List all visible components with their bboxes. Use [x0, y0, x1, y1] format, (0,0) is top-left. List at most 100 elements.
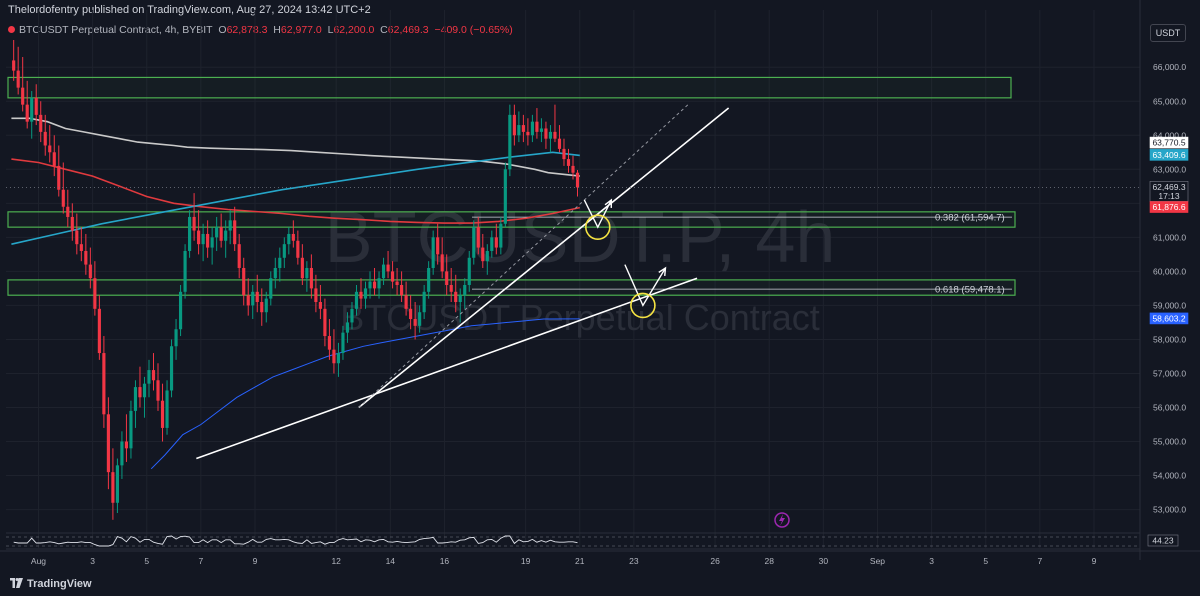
candle-body: [97, 308, 101, 354]
x-tick-label: Sep: [870, 556, 885, 566]
candle-body: [526, 131, 530, 136]
y-tick-label: 53,000.0: [1153, 505, 1186, 515]
candle-body: [381, 264, 386, 279]
candle-body: [440, 254, 444, 272]
projection-arrowhead: [658, 266, 667, 277]
x-tick-label: 14: [386, 556, 396, 566]
candle-body: [418, 312, 422, 326]
candle-body: [427, 267, 431, 292]
support-resistance-zones: [7, 76, 1016, 296]
candle-body: [57, 165, 61, 190]
candle-body: [422, 291, 426, 313]
moving-averages: [11, 117, 580, 470]
candle-body: [562, 148, 566, 160]
price-tag-bg: [1149, 201, 1189, 213]
candle-body: [197, 230, 201, 245]
candle-body: [345, 322, 350, 333]
candle-body: [521, 125, 525, 132]
x-tick-label: 16: [440, 556, 450, 566]
y-tick-label: 54,000.0: [1153, 471, 1186, 481]
y-tick-label: 63,000.0: [1153, 164, 1186, 174]
candle-body: [323, 308, 327, 337]
candle-body: [115, 465, 119, 503]
chart-grid: [6, 10, 1140, 548]
candle-body: [278, 257, 282, 268]
candle-body: [553, 131, 557, 139]
oscillator-value-tag: [1147, 534, 1179, 547]
change-value: −409.0 (−0.65%): [434, 24, 513, 36]
candle-body: [318, 302, 322, 309]
oscillator-value: 44.23: [1152, 536, 1174, 546]
oscillator-pane: 44.23: [6, 532, 1179, 550]
tradingview-brand[interactable]: TradingView: [10, 578, 92, 590]
candle-body: [70, 216, 74, 231]
x-tick-label: 3: [929, 556, 934, 566]
lightning-icon[interactable]: [774, 512, 790, 528]
candle-body: [251, 291, 255, 306]
price-axis[interactable]: 66,000.065,000.064,000.063,000.062,000.0…: [1139, 0, 1186, 560]
price-tag-bg: [1149, 312, 1189, 325]
candle-body: [305, 267, 309, 279]
y-tick-label: 59,000.0: [1153, 300, 1186, 310]
candle-body: [228, 220, 232, 231]
candle-body: [183, 250, 187, 292]
candle-body: [269, 278, 273, 299]
y-tick-label: 61,000.0: [1153, 232, 1186, 242]
candle-body: [151, 370, 156, 381]
currency-badge[interactable]: USDT: [1150, 24, 1186, 42]
candle-body: [354, 291, 359, 309]
candle-body: [454, 291, 458, 303]
candle-body: [219, 227, 223, 241]
y-tick-label: 64,000.0: [1153, 130, 1186, 140]
price-tag-countdown: 17:13: [1158, 191, 1180, 201]
candle-body: [138, 387, 142, 398]
candle-body: [404, 295, 408, 309]
target-circle: [630, 292, 656, 319]
close-value: 62,469.3: [387, 24, 429, 36]
candle-body: [557, 138, 562, 149]
candle-body: [517, 125, 521, 136]
candle-body: [467, 257, 471, 285]
time-axis[interactable]: Aug 3 5 7 9 12 14 16 19 21 23 26 28 30 Sep 3 5 7 9: [0, 550, 1200, 566]
x-tick-label: 19: [521, 556, 531, 566]
candle-body: [43, 131, 47, 146]
candle-body: [111, 472, 115, 503]
candle-body: [413, 319, 417, 326]
x-tick-label: 9: [1092, 556, 1097, 566]
candle-body: [165, 390, 169, 428]
low-label: L: [327, 24, 334, 36]
publisher-line: Thelordofentry published on TradingView.…: [8, 4, 371, 16]
candle-body: [66, 206, 70, 217]
candle-body: [34, 97, 38, 115]
y-tick-label: 58,000.0: [1153, 334, 1186, 344]
x-tick-label: 26: [710, 556, 720, 566]
candle-body: [156, 380, 160, 401]
candle-body: [242, 267, 246, 296]
candle-body: [445, 271, 449, 285]
low-value: 62,200.0: [333, 24, 375, 36]
candle-body: [481, 247, 485, 262]
x-tick-label: 5: [983, 556, 988, 566]
candle-body: [476, 227, 480, 248]
candle-body: [264, 298, 268, 313]
projection-arrowhead: [604, 198, 613, 208]
trendline-dashed: [358, 104, 689, 408]
candle-body: [341, 332, 345, 354]
candle-body: [359, 291, 363, 299]
price-tag-value: 58,603.2: [1152, 313, 1185, 323]
high-value: 62,977.0: [280, 24, 322, 36]
trendline: [358, 107, 730, 409]
candle-body: [571, 165, 575, 173]
candle-body: [75, 230, 79, 245]
candle-body: [147, 370, 151, 384]
candle-body: [201, 233, 205, 245]
tradingview-logo-icon: [10, 578, 23, 588]
candle-body: [363, 288, 368, 299]
candle-body: [386, 264, 390, 272]
candle-body: [215, 227, 219, 238]
symbol-title[interactable]: BTCUSDT Perpetual Contract, 4h, BYBIT: [19, 24, 213, 36]
open-label: O: [218, 24, 227, 36]
candle-body: [192, 216, 196, 231]
zone-box: [7, 76, 1012, 99]
